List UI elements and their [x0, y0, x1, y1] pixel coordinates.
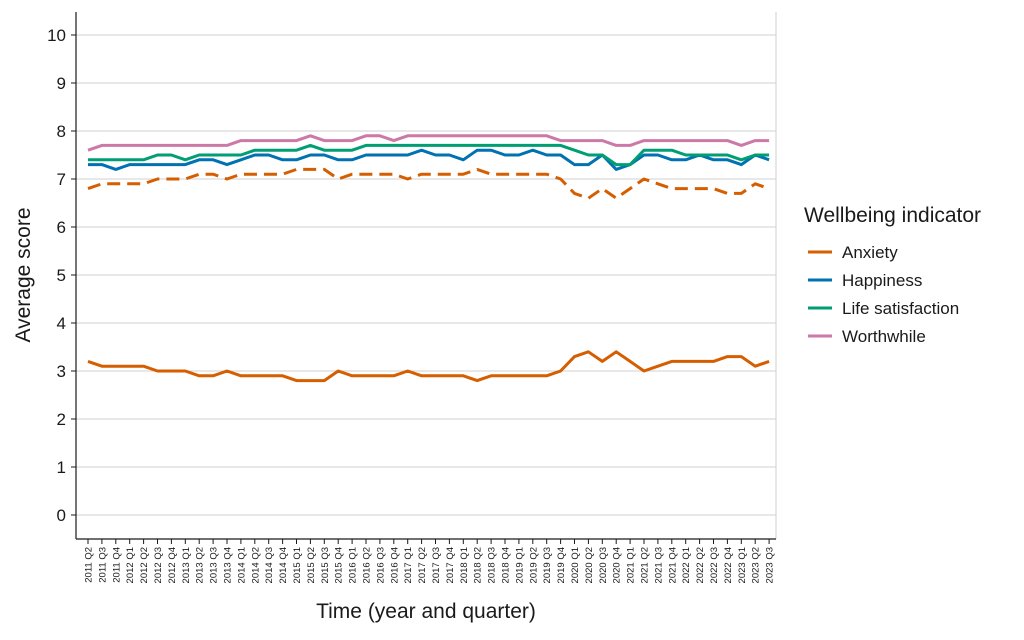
x-tick-label: 2014 Q2	[250, 547, 261, 583]
legend-title: Wellbeing indicator	[804, 204, 981, 227]
series-line-happiness	[88, 148, 770, 171]
x-tick-label: 2020 Q1	[570, 547, 581, 583]
x-tick-label: 2014 Q1	[236, 547, 247, 583]
x-tick-label: 2019 Q4	[556, 547, 567, 583]
y-tick-label: 4	[57, 314, 66, 333]
x-tick-label: 2021 Q1	[626, 547, 637, 583]
y-axis-title: Average score	[12, 207, 35, 342]
x-tick-label: 2020 Q2	[584, 547, 595, 583]
x-tick-label: 2016 Q4	[389, 547, 400, 583]
x-tick-label: 2012 Q1	[125, 547, 136, 583]
x-tick-label: 2018 Q3	[487, 547, 498, 583]
x-tick-label: 2021 Q2	[640, 547, 651, 583]
x-tick-label: 2019 Q2	[528, 547, 539, 583]
x-tick-label: 2011 Q3	[97, 547, 108, 583]
legend-label: Worthwhile	[842, 327, 926, 346]
x-tick-label: 2018 Q2	[473, 547, 484, 583]
x-tick-label: 2023 Q3	[765, 547, 776, 583]
x-tick-label: 2022 Q3	[709, 547, 720, 583]
x-axis-title: Time (year and quarter)	[316, 600, 536, 623]
x-tick-label: 2018 Q1	[459, 547, 470, 583]
axes: 0 1 2 3 4 5 6 7 8 9 10 2011 Q2 2011 Q3 2011 Q4 2012 Q1…	[47, 12, 777, 583]
x-tick-label: 2020 Q4	[612, 547, 623, 583]
x-tick-label: 2016 Q1	[348, 547, 359, 583]
y-tick-label: 2	[57, 410, 66, 429]
legend: Wellbeing indicator Anxiety Happiness Life…	[804, 204, 981, 346]
y-tick-label: 7	[57, 170, 66, 189]
y-tick-label: 8	[57, 122, 66, 141]
series-line-worthwhile	[87, 134, 770, 152]
x-tick-label: 2017 Q2	[417, 547, 428, 583]
x-tick-label: 2012 Q4	[167, 547, 178, 583]
y-tick-label: 10	[47, 26, 66, 45]
y-tick-label: 3	[57, 362, 66, 381]
x-tick-label: 2015 Q3	[320, 547, 331, 583]
x-tick-label: 2021 Q3	[653, 547, 664, 583]
x-tick-label: 2023 Q1	[737, 547, 748, 583]
series-lines	[87, 134, 770, 383]
x-tick-label: 2022 Q2	[695, 547, 706, 583]
x-tick-label: 2017 Q1	[403, 547, 414, 583]
series-line-life-satisfaction	[88, 143, 770, 167]
x-tick-label: 2013 Q1	[181, 547, 192, 583]
x-tick-label: 2015 Q1	[292, 547, 303, 583]
x-tick-label: 2019 Q1	[514, 547, 525, 583]
x-tick-label: 2013 Q3	[209, 547, 220, 583]
x-tick-label: 2013 Q2	[195, 547, 206, 583]
x-tick-label: 2015 Q4	[334, 547, 345, 583]
legend-label: Life satisfaction	[842, 299, 959, 318]
legend-label: Anxiety	[842, 243, 898, 262]
y-tick-label: 6	[57, 218, 66, 237]
x-tick-label: 2012 Q2	[139, 547, 150, 583]
x-tick-label: 2019 Q3	[542, 547, 553, 583]
grid-lines	[76, 34, 776, 516]
x-tick-label: 2011 Q4	[111, 547, 122, 583]
x-tick-label: 2011 Q2	[84, 547, 95, 583]
series-line-anxiety	[87, 350, 770, 383]
x-tick-label: 2017 Q3	[431, 547, 442, 583]
x-tick-label: 2020 Q3	[598, 547, 609, 583]
series-line-anxiety-dashed	[87, 167, 770, 200]
x-tick-label: 2014 Q4	[278, 547, 289, 583]
x-tick-label: 2022 Q1	[681, 547, 692, 583]
x-tick-label: 2012 Q3	[153, 547, 164, 583]
y-tick-label: 1	[57, 458, 66, 477]
x-tick-label: 2013 Q4	[223, 547, 234, 583]
y-tick-label: 0	[57, 506, 66, 525]
y-tick-label: 5	[57, 266, 66, 285]
x-tick-label: 2016 Q3	[375, 547, 386, 583]
x-tick-label: 2015 Q2	[306, 547, 317, 583]
legend-label: Happiness	[842, 271, 922, 290]
x-tick-label: 2022 Q4	[723, 547, 734, 583]
y-tick-label: 9	[57, 74, 66, 93]
x-tick-label: 2018 Q4	[501, 547, 512, 583]
x-tick-label: 2017 Q4	[445, 547, 456, 583]
x-tick-label: 2016 Q2	[362, 547, 373, 583]
x-tick-label: 2021 Q4	[667, 547, 678, 583]
x-tick-label: 2023 Q2	[751, 547, 762, 583]
x-tick-label: 2014 Q3	[264, 547, 275, 583]
